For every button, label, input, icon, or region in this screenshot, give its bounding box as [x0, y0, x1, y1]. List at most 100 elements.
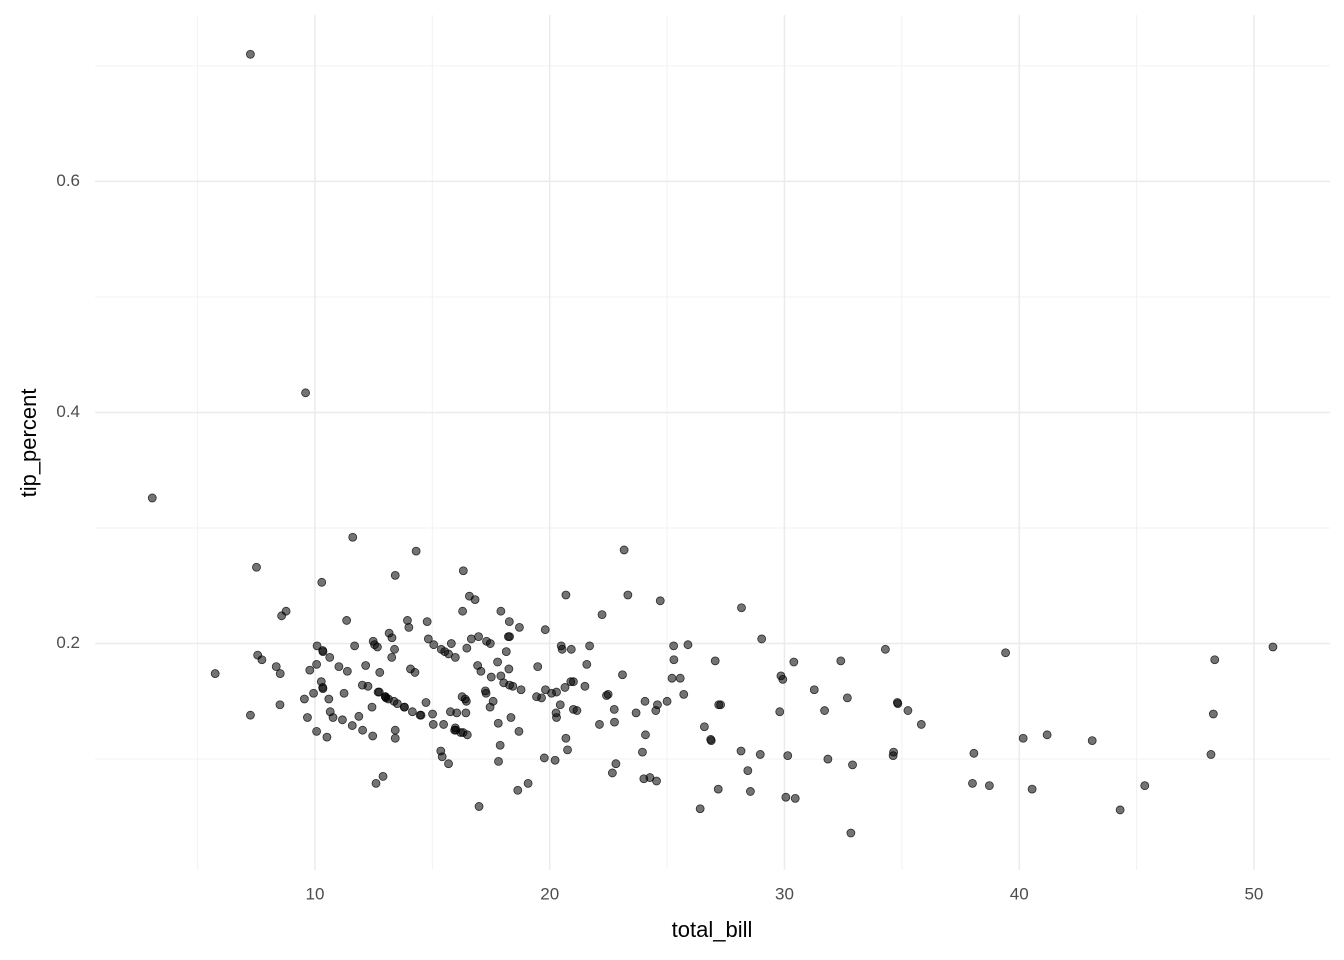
- point: [495, 740, 505, 750]
- point: [984, 781, 994, 791]
- point: [1018, 733, 1028, 743]
- point: [506, 713, 516, 722]
- point: [1042, 730, 1052, 740]
- point: [275, 669, 285, 678]
- point: [334, 662, 344, 672]
- point: [595, 720, 604, 729]
- point: [669, 641, 679, 651]
- point: [716, 700, 725, 710]
- point: [638, 747, 647, 757]
- x-tick-label: 50: [1244, 884, 1263, 903]
- point: [494, 756, 503, 766]
- point: [476, 666, 486, 676]
- point: [651, 706, 661, 715]
- point: [390, 725, 400, 735]
- x-tick-label: 30: [775, 884, 794, 903]
- point: [561, 590, 571, 600]
- point: [465, 591, 474, 601]
- point: [371, 778, 381, 788]
- point: [496, 671, 506, 681]
- point: [755, 750, 765, 759]
- point: [790, 793, 800, 803]
- point: [390, 644, 399, 654]
- point: [348, 532, 358, 542]
- point: [324, 694, 334, 704]
- point: [1206, 750, 1216, 759]
- point: [368, 731, 378, 741]
- point: [312, 659, 322, 669]
- point: [246, 710, 255, 720]
- x-axis-label: total_bill: [672, 917, 753, 942]
- point: [504, 617, 514, 626]
- point: [561, 733, 571, 743]
- point: [667, 673, 677, 683]
- point: [318, 683, 328, 692]
- point: [488, 696, 498, 706]
- point: [532, 692, 541, 702]
- point: [533, 662, 543, 672]
- point: [640, 696, 650, 706]
- point: [450, 653, 460, 662]
- point: [560, 683, 570, 692]
- point: [390, 570, 400, 580]
- point: [889, 747, 899, 757]
- point: [461, 708, 471, 718]
- point: [566, 644, 576, 654]
- point: [147, 493, 157, 503]
- point: [372, 642, 382, 652]
- point: [436, 746, 446, 756]
- point: [392, 699, 402, 709]
- point: [916, 720, 926, 729]
- point: [339, 688, 349, 698]
- point: [783, 751, 793, 761]
- x-tick-label: 40: [1010, 884, 1029, 903]
- point: [555, 700, 565, 710]
- y-tick-label: 0.6: [56, 171, 80, 190]
- point: [399, 702, 409, 712]
- point: [563, 745, 572, 755]
- point: [347, 721, 357, 730]
- point: [318, 647, 328, 657]
- y-tick-label: 0.2: [56, 633, 80, 652]
- point: [474, 632, 483, 642]
- point: [496, 606, 506, 616]
- point: [823, 754, 833, 764]
- point: [404, 622, 414, 632]
- point: [501, 647, 511, 657]
- point: [551, 708, 561, 718]
- point: [903, 706, 913, 715]
- point: [390, 733, 400, 743]
- point: [303, 713, 312, 722]
- point: [312, 726, 322, 736]
- point: [602, 691, 611, 700]
- point: [550, 755, 560, 765]
- point: [848, 760, 857, 770]
- point: [695, 804, 705, 814]
- point: [493, 718, 503, 728]
- point: [301, 388, 310, 398]
- point: [312, 641, 322, 651]
- point: [486, 672, 496, 682]
- point: [679, 689, 689, 699]
- point: [305, 665, 315, 675]
- point: [675, 673, 685, 683]
- point: [452, 708, 462, 718]
- point: [700, 722, 709, 732]
- point: [350, 641, 360, 651]
- point: [539, 753, 549, 763]
- point: [440, 647, 450, 657]
- point: [299, 694, 309, 704]
- point: [342, 666, 352, 676]
- point: [846, 828, 856, 838]
- point: [842, 693, 852, 703]
- point: [655, 596, 665, 606]
- point: [252, 562, 261, 572]
- point: [776, 671, 786, 681]
- point: [378, 772, 388, 781]
- point: [880, 644, 890, 654]
- point: [246, 49, 255, 59]
- point: [1001, 648, 1010, 658]
- point: [706, 735, 716, 744]
- point: [515, 622, 524, 632]
- point: [1115, 805, 1125, 815]
